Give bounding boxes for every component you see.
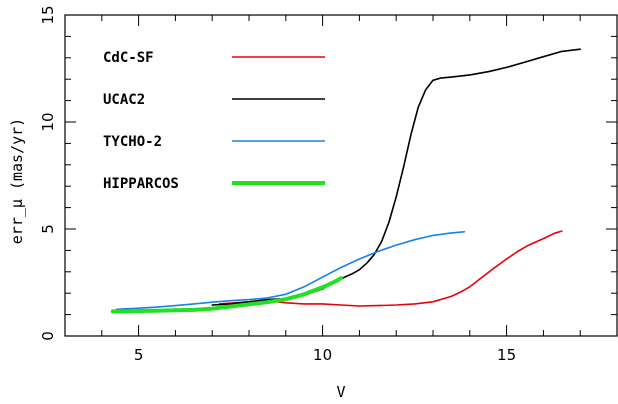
legend-label: CdC-SF <box>103 50 154 66</box>
y-tick-label: 15 <box>39 5 57 24</box>
y-tick-label: 10 <box>39 112 57 131</box>
y-tick-label: 5 <box>39 224 57 234</box>
plot-frame <box>64 14 618 337</box>
axis-ticks: 5 10 15 0 5 10 15 <box>39 5 618 364</box>
legend-label: HIPPARCOS <box>103 176 179 192</box>
legend-label: TYCHO-2 <box>103 134 162 150</box>
legend: CdC-SF UCAC2 TYCHO-2 HIPPARCOS <box>103 50 325 192</box>
series-line-cdc-sf <box>218 230 563 307</box>
series-line-tycho-2 <box>115 231 466 311</box>
y-tick-label: 0 <box>39 331 57 341</box>
x-axis-label: V <box>336 383 345 401</box>
legend-label: UCAC2 <box>103 92 145 108</box>
series-layer <box>110 48 582 314</box>
x-tick-label: 10 <box>313 346 332 364</box>
series-line-hipparcos <box>110 276 343 314</box>
x-tick-label: 15 <box>497 346 516 364</box>
plot-border <box>64 14 618 337</box>
y-axis-label: err_μ (mas/yr) <box>8 118 26 244</box>
x-tick-label: 5 <box>134 346 144 364</box>
series-line-ucac2 <box>211 48 582 306</box>
